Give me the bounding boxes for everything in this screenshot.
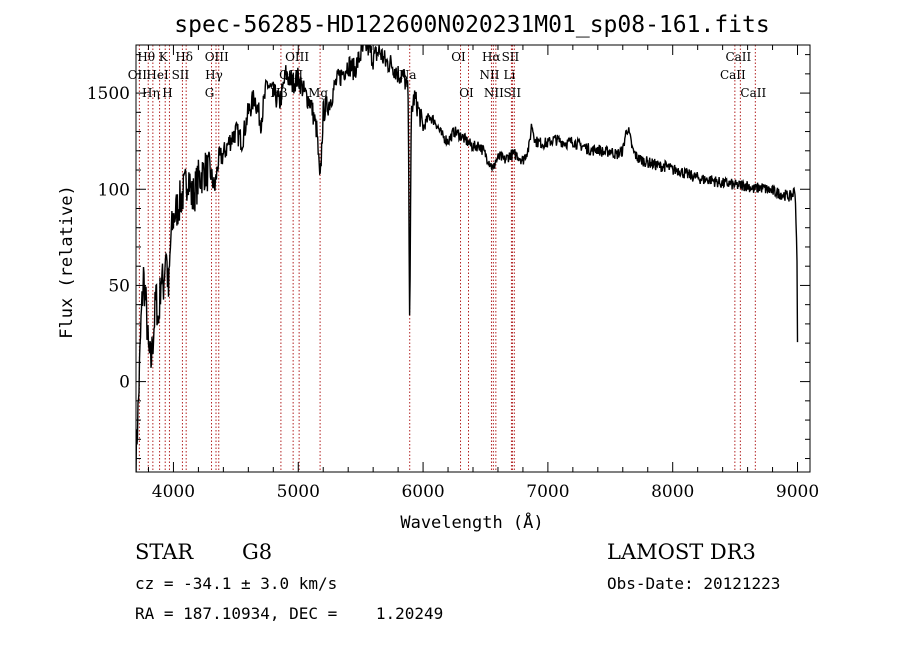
redshift-velocity: cz = -34.1 ± 3.0 km/s	[135, 574, 338, 593]
feature-label-20: NII	[484, 86, 504, 100]
y-tick-label: 50	[108, 276, 130, 296]
feature-label-5: H	[162, 86, 172, 100]
x-axis-label: Wavelength (Å)	[400, 511, 543, 533]
x-tick-label: 4000	[152, 482, 195, 502]
observation-date: Obs-Date: 20121223	[607, 574, 781, 593]
object-subclass: G8	[242, 540, 273, 564]
feature-label-1: OII	[128, 68, 148, 82]
feature-label-13: OIII	[279, 68, 303, 82]
sky-coordinates: RA = 187.10934, DEC = 1.20249	[135, 604, 444, 623]
feature-label-24: CaII	[725, 50, 751, 64]
feature-label-6: SII	[172, 68, 190, 82]
feature-label-4: K	[159, 50, 169, 64]
feature-label-8: OIII	[205, 50, 229, 64]
feature-label-26: CaII	[740, 86, 766, 100]
object-class: STAR	[135, 540, 194, 564]
x-tick-label: 9000	[776, 482, 819, 502]
y-tick-label: 0	[119, 373, 130, 393]
feature-label-15: Na	[399, 68, 417, 82]
feature-label-21: SII	[502, 50, 520, 64]
feature-label-16: OI	[451, 50, 466, 64]
feature-label-17: OI	[459, 86, 474, 100]
feature-label-22: Li	[504, 68, 516, 82]
x-tick-label: 8000	[651, 482, 694, 502]
feature-label-7: Hδ	[175, 50, 193, 64]
y-tick-label: 100	[98, 180, 130, 200]
feature-label-9: Hγ	[205, 68, 223, 82]
feature-label-14: Mg	[308, 86, 328, 100]
chart-title: spec-56285-HD122600N020231M01_sp08-161.f…	[174, 12, 769, 38]
x-tick-label: 7000	[526, 482, 569, 502]
feature-label-11: Hβ	[270, 86, 287, 100]
plot-frame	[135, 44, 811, 473]
x-tick-label: 5000	[277, 482, 320, 502]
feature-label-2: Hη	[142, 86, 160, 100]
feature-label-23: SII	[503, 86, 521, 100]
feature-label-18: Hα	[482, 50, 501, 64]
x-tick-label: 6000	[401, 482, 444, 502]
survey-name: LAMOST DR3	[607, 540, 756, 564]
feature-label-0: Hθ	[137, 50, 155, 64]
plot-area: 4000 5000 6000 7000 8000 90000501001500HθOIIH…	[87, 44, 819, 502]
feature-label-19: NII	[479, 68, 499, 82]
y-axis-label: Flux (relative)	[57, 185, 77, 339]
spectrum-line	[136, 45, 799, 472]
feature-label-25: CaII	[720, 68, 746, 82]
feature-label-3: HeI	[146, 68, 169, 82]
feature-label-12: OIII	[285, 50, 309, 64]
y-tick-label: 1500	[87, 84, 130, 104]
feature-label-10: G	[205, 86, 215, 100]
